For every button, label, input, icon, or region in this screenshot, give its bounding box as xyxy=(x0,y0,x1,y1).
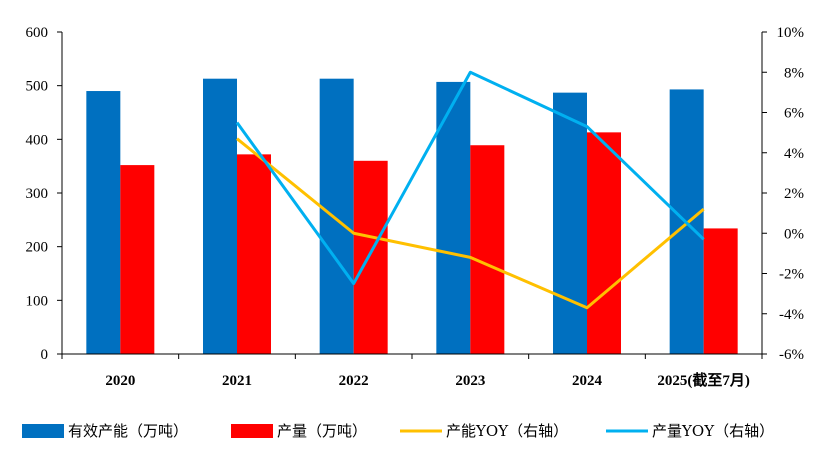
legend-label-3: 产量YOY（右轴） xyxy=(652,422,774,440)
left-tick-label: 600 xyxy=(26,25,49,41)
bar-capacity-2021 xyxy=(203,78,237,354)
x-tick-label: 2022 xyxy=(339,373,369,389)
x-tick-label: 2021 xyxy=(222,373,252,389)
lines-layer xyxy=(235,70,705,310)
bar-output-2022 xyxy=(353,160,388,354)
right-tick-label: 6% xyxy=(784,106,804,122)
left-tick-label: 500 xyxy=(26,79,49,95)
axes-layer: 0 100 200 300 400 500 600 -6% -4% -2% 0% 2% 4% 6% 8% 10… xyxy=(26,25,805,389)
right-tick-label: 4% xyxy=(784,146,804,162)
right-tick-label: 10% xyxy=(777,25,805,41)
legend: 有效产能（万吨） 产量（万吨） 产能YOY（右轴） 产量YOY（右轴） xyxy=(22,422,774,440)
bars-layer xyxy=(86,78,738,355)
right-tick-label: -4% xyxy=(779,307,804,323)
right-tick-label: 2% xyxy=(784,186,804,202)
legend-label-1: 产量（万吨） xyxy=(277,422,367,440)
right-tick-label: 8% xyxy=(784,65,804,81)
bar-capacity-2022 xyxy=(319,78,354,354)
x-tick-label: 2025(截至7月) xyxy=(657,371,750,389)
right-tick-label: -6% xyxy=(779,347,804,363)
bar-capacity-2020 xyxy=(86,91,121,355)
legend-swatch-0 xyxy=(22,424,64,438)
bar-capacity-2024 xyxy=(553,92,587,354)
left-tick-label: 100 xyxy=(26,293,49,309)
left-tick-label: 0 xyxy=(41,347,49,363)
legend-label-2: 产能YOY（右轴） xyxy=(446,422,568,440)
bar-output-2024 xyxy=(587,132,621,354)
x-tick-label: 2020 xyxy=(105,373,135,389)
bar-output-2020 xyxy=(120,165,155,354)
legend-label-0: 有效产能（万吨） xyxy=(68,422,188,440)
left-tick-label: 400 xyxy=(26,132,49,148)
legend-swatch-1 xyxy=(231,424,273,438)
bar-output-2023 xyxy=(470,145,505,354)
left-tick-label: 300 xyxy=(26,186,49,202)
bar-output-2025(截至7月) xyxy=(703,228,738,354)
right-tick-label: -2% xyxy=(779,267,804,283)
bar-output-2021 xyxy=(237,154,271,354)
x-tick-label: 2024 xyxy=(572,373,603,389)
x-tick-label: 2023 xyxy=(455,373,485,389)
right-tick-label: 0% xyxy=(784,226,804,242)
bar-capacity-2023 xyxy=(436,81,471,354)
left-tick-label: 200 xyxy=(26,240,49,256)
